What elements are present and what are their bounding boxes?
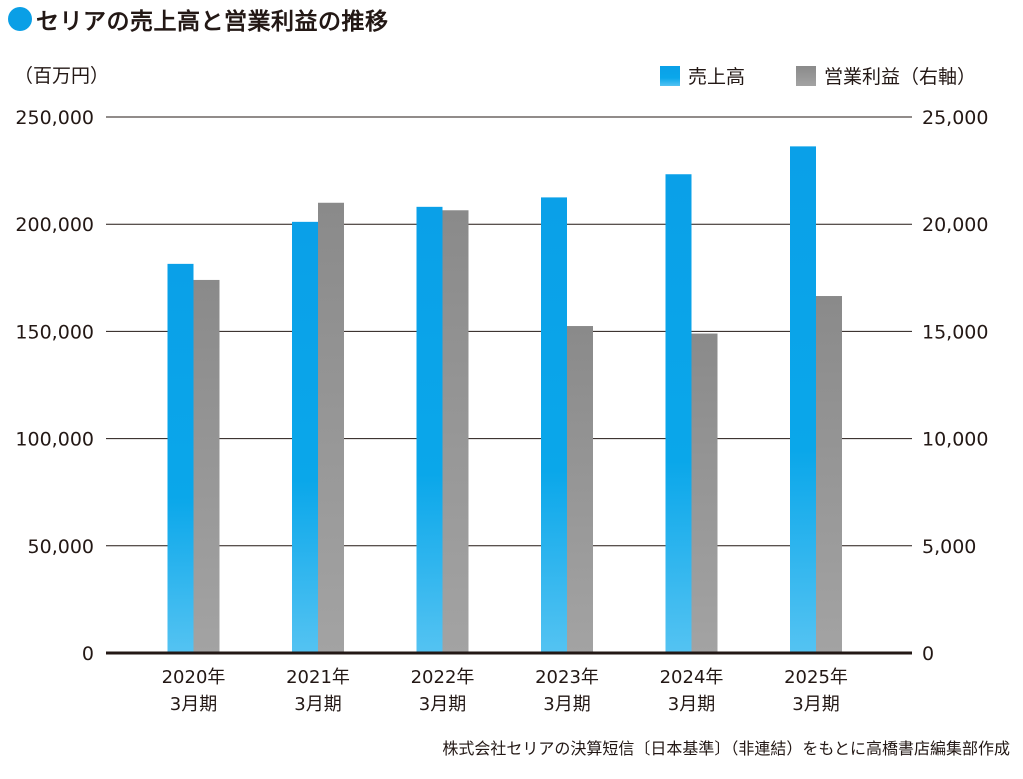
x-tick-label-period: 3月期	[668, 694, 715, 715]
y-right-tick-label: 0	[922, 643, 934, 665]
x-tick-label-period: 3月期	[170, 694, 217, 715]
x-axis: 2020年 3月期 2021年 3月期 2022年 3月期 2023年 3月期 2024年 3月期…	[162, 667, 848, 715]
y-left-tick-label: 100,000	[15, 429, 94, 451]
bar-sales	[790, 146, 816, 653]
bar-sales	[665, 174, 692, 653]
legend-label-sales: 売上高	[688, 66, 745, 88]
x-tick-label-period: 3月期	[419, 694, 466, 715]
y-right-tick-label: 25,000	[922, 107, 988, 129]
y-left-tick-label: 150,000	[15, 321, 94, 343]
x-tick-label-period: 3月期	[792, 694, 839, 715]
gridlines	[106, 116, 912, 547]
y-right-tick-label: 20,000	[922, 214, 988, 236]
y-right-tick-label: 15,000	[922, 321, 988, 343]
x-tick-label-year: 2020年	[162, 667, 226, 688]
y-right-tick-label: 10,000	[922, 429, 988, 451]
bar-sales	[292, 221, 318, 653]
legend-label-profit: 営業利益（右軸）	[824, 66, 976, 88]
bar-operating-profit	[193, 279, 220, 653]
legend-swatch-profit	[796, 66, 816, 86]
bar-operating-profit	[691, 333, 718, 653]
legend-swatch-sales	[660, 66, 680, 86]
bar-sales	[167, 263, 194, 653]
legend: 売上高 営業利益（右軸）	[660, 66, 976, 88]
bar-sales	[541, 197, 567, 653]
y-left-tick-label: 200,000	[15, 214, 94, 236]
bar-operating-profit	[318, 202, 344, 653]
page-title: セリアの売上高と営業利益の推移	[36, 9, 389, 35]
y-right-tick-label: 5,000	[922, 536, 976, 558]
bar-operating-profit	[567, 326, 593, 653]
x-tick-label-year: 2021年	[286, 667, 350, 688]
bar-operating-profit	[816, 296, 842, 653]
y-left-tick-label: 250,000	[15, 107, 94, 129]
x-tick-label-period: 3月期	[543, 694, 590, 715]
x-tick-label-year: 2025年	[784, 667, 848, 688]
y-axis-left: 250,000 200,000 150,000 100,000 50,000 0	[15, 107, 94, 665]
y-left-tick-label: 0	[82, 643, 94, 665]
y-left-tick-label: 50,000	[28, 536, 94, 558]
bars	[106, 146, 912, 655]
x-tick-label-year: 2022年	[411, 667, 475, 688]
x-tick-label-period: 3月期	[294, 694, 341, 715]
x-tick-label-year: 2024年	[660, 667, 724, 688]
bar-sales	[416, 206, 443, 653]
bar-operating-profit	[442, 210, 469, 653]
x-tick-label-year: 2023年	[535, 667, 599, 688]
title-row: セリアの売上高と営業利益の推移	[8, 4, 389, 35]
y-unit-label: （百万円）	[14, 65, 109, 87]
title-bullet-icon	[8, 7, 32, 31]
source-note: 株式会社セリアの決算短信〔日本基準〕（非連結）をもとに高橋書店編集部作成	[442, 739, 1010, 758]
y-axis-right: 25,000 20,000 15,000 10,000 5,000 0	[922, 107, 988, 665]
